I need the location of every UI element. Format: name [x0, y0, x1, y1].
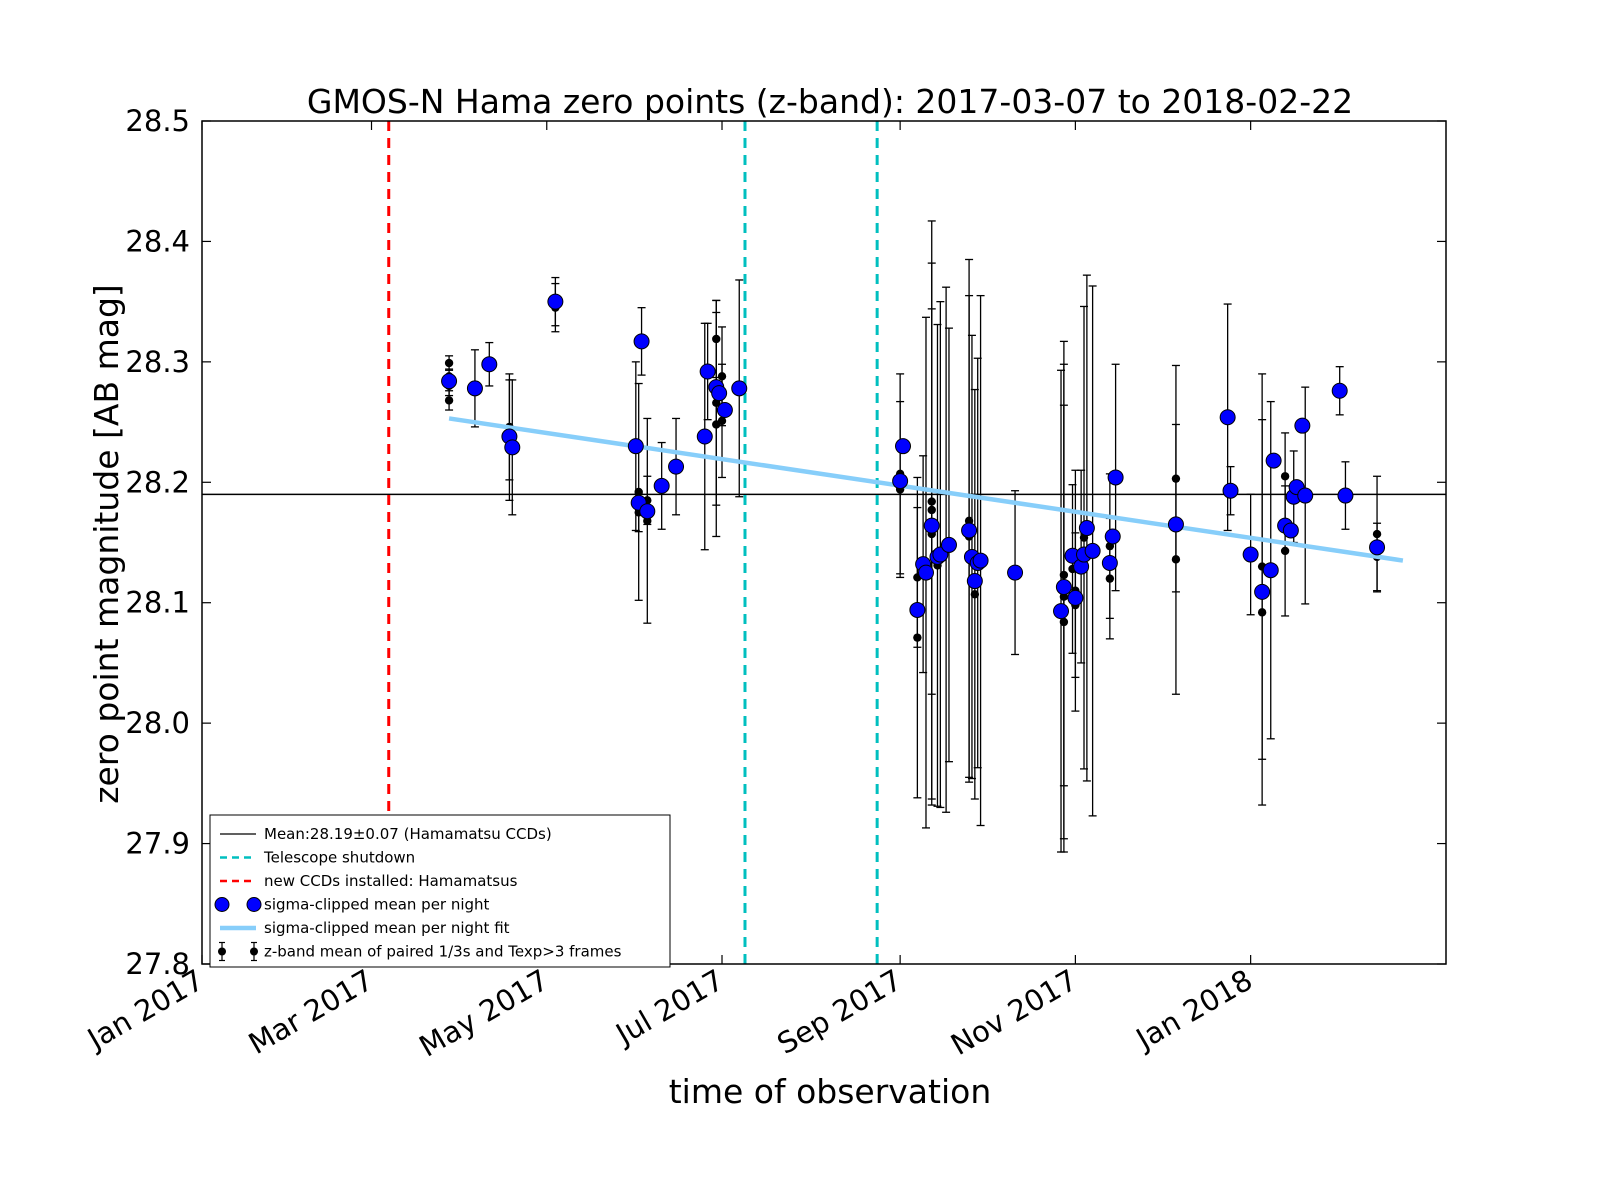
frame-point — [634, 487, 643, 497]
x-tick-label: Jul 2017 — [609, 963, 730, 1052]
night-mean-point — [653, 477, 670, 494]
night-mean-point — [1101, 554, 1118, 571]
night-mean-point — [966, 573, 983, 590]
y-tick-label: 28.1 — [125, 586, 190, 620]
night-mean-point — [699, 363, 716, 380]
night-mean-point — [1107, 469, 1124, 486]
night-mean-point — [909, 601, 926, 618]
night-mean-point — [892, 473, 909, 490]
legend-label: sigma-clipped mean per night fit — [264, 919, 510, 937]
night-mean-point — [1007, 564, 1024, 581]
night-mean-point — [1167, 516, 1184, 533]
night-mean-point — [1262, 562, 1279, 579]
frame-point — [444, 358, 454, 368]
y-tick-label: 28.5 — [125, 104, 190, 138]
legend-label: sigma-clipped mean per night — [264, 896, 490, 914]
frame-point — [970, 590, 980, 599]
legend-errpoint-swatch — [218, 947, 226, 956]
chart-title: GMOS-N Hama zero points (z-band): 2017-0… — [307, 82, 1353, 121]
frame-point — [717, 416, 727, 426]
night-mean-point — [1369, 539, 1386, 556]
legend-marker-swatch — [246, 897, 262, 912]
night-mean-point — [923, 517, 940, 534]
x-tick-label: Jan 2018 — [1129, 963, 1258, 1057]
x-tick-label: Nov 2017 — [945, 963, 1083, 1062]
night-mean-point — [1222, 482, 1239, 499]
night-mean-point — [895, 438, 912, 455]
night-mean-point — [639, 503, 656, 520]
night-mean-point — [627, 438, 644, 455]
night-mean-point — [1053, 603, 1070, 620]
y-tick-label: 28.2 — [125, 465, 190, 499]
frame-point — [1280, 546, 1290, 556]
night-mean-point — [1067, 589, 1084, 606]
night-mean-point — [547, 293, 564, 310]
legend-errpoint-swatch — [250, 947, 258, 956]
y-tick-label: 27.8 — [125, 947, 190, 981]
legend-label: Mean:28.19±0.07 (Hamamatsu CCDs) — [264, 825, 552, 843]
night-mean-point — [1242, 546, 1259, 563]
plot-frame — [201, 120, 1447, 965]
night-mean-point — [1254, 583, 1271, 600]
x-tick-label: Mar 2017 — [243, 963, 379, 1061]
night-mean-point — [1055, 579, 1072, 596]
legend-label: new CCDs installed: Hamamatsus — [264, 872, 518, 890]
night-mean-point — [1337, 487, 1354, 504]
night-mean-point — [961, 522, 978, 539]
night-mean-point — [633, 333, 650, 350]
night-mean-point — [716, 402, 733, 419]
legend: Mean:28.19±0.07 (Hamamatsu CCDs) Telescop… — [209, 814, 671, 968]
night-mean-point — [696, 428, 713, 445]
night-mean-point — [466, 380, 483, 397]
x-tick-label: Sep 2017 — [771, 963, 907, 1061]
frame-point — [1280, 472, 1290, 481]
plot-inner — [202, 121, 1446, 964]
night-mean-point — [504, 439, 521, 456]
x-axis-label: time of observation — [669, 1072, 992, 1111]
legend-label: Telescope shutdown — [263, 849, 415, 867]
night-mean-point — [1104, 528, 1121, 545]
y-tick-label: 28.4 — [125, 224, 190, 258]
night-mean-point — [1282, 522, 1299, 539]
night-mean-point — [1265, 452, 1282, 469]
frame-point — [444, 396, 454, 405]
night-mean-point — [1219, 409, 1236, 426]
night-mean-point — [1294, 417, 1311, 434]
night-mean-point — [668, 458, 685, 475]
y-tick-label: 28.0 — [125, 706, 190, 740]
night-mean-point — [481, 356, 498, 373]
y-tick-label: 27.9 — [125, 827, 190, 861]
y-tick-label: 28.3 — [125, 345, 190, 379]
y-axis-label: zero point magnitude [AB mag] — [87, 284, 126, 804]
night-mean-point — [1084, 542, 1101, 559]
night-mean-point — [731, 380, 748, 397]
night-mean-point — [711, 385, 728, 402]
frame-point — [1257, 608, 1267, 617]
legend-label: z-band mean of paired 1/3s and Texp>3 fr… — [264, 943, 622, 961]
x-tick-label: May 2017 — [413, 963, 554, 1064]
legend-marker-swatch — [214, 897, 230, 912]
night-mean-point — [917, 564, 934, 581]
night-mean-point — [441, 373, 458, 390]
frame-point — [1171, 555, 1181, 564]
night-mean-point — [1078, 520, 1095, 537]
frame-point — [913, 633, 922, 642]
legend-box — [209, 814, 671, 968]
night-mean-point — [940, 536, 957, 553]
fit-line — [448, 416, 1404, 563]
night-mean-point — [972, 552, 989, 569]
night-mean-point — [1331, 382, 1348, 399]
night-mean-point — [1297, 487, 1314, 504]
frame-point — [1059, 617, 1069, 627]
